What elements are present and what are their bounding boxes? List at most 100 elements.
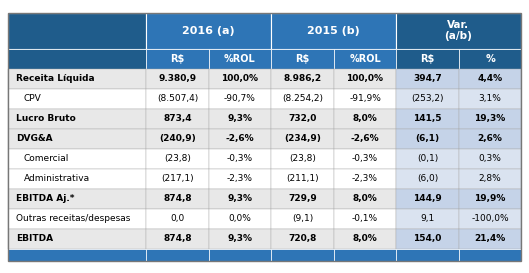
Text: (217,1): (217,1): [161, 174, 194, 183]
Text: 720,8: 720,8: [288, 234, 317, 243]
Text: R$: R$: [170, 54, 185, 64]
Bar: [334, 209, 396, 229]
Text: 0,0%: 0,0%: [229, 214, 251, 223]
Text: -2,3%: -2,3%: [227, 174, 253, 183]
Text: 9,3%: 9,3%: [227, 194, 252, 203]
Bar: [209, 168, 271, 188]
Text: 873,4: 873,4: [163, 114, 192, 123]
Text: DVG&A: DVG&A: [16, 134, 52, 143]
Text: 3,1%: 3,1%: [479, 94, 501, 103]
Text: 100,0%: 100,0%: [346, 74, 384, 83]
Bar: [146, 108, 209, 129]
Bar: [396, 13, 521, 49]
Bar: [334, 188, 396, 209]
Bar: [396, 69, 459, 88]
Text: CPV: CPV: [24, 94, 42, 103]
Bar: [8, 49, 146, 69]
Bar: [209, 229, 271, 248]
Bar: [334, 88, 396, 108]
Bar: [146, 69, 209, 88]
Text: 19,3%: 19,3%: [475, 114, 506, 123]
Bar: [459, 69, 521, 88]
Text: 2016 (a): 2016 (a): [182, 25, 235, 35]
Bar: [396, 168, 459, 188]
Text: (234,9): (234,9): [284, 134, 321, 143]
Text: 8,0%: 8,0%: [353, 234, 377, 243]
Bar: [271, 129, 334, 149]
Text: 8,0%: 8,0%: [353, 114, 377, 123]
Text: 732,0: 732,0: [288, 114, 317, 123]
Text: 9.380,9: 9.380,9: [159, 74, 197, 83]
Bar: [8, 209, 146, 229]
Text: Lucro Bruto: Lucro Bruto: [16, 114, 76, 123]
Text: (6,0): (6,0): [417, 174, 438, 183]
Bar: [146, 209, 209, 229]
Text: (0,1): (0,1): [417, 154, 438, 163]
Bar: [396, 149, 459, 168]
Text: -91,9%: -91,9%: [349, 94, 381, 103]
Text: -2,3%: -2,3%: [352, 174, 378, 183]
Text: -90,7%: -90,7%: [224, 94, 256, 103]
Bar: [396, 88, 459, 108]
Bar: [146, 248, 209, 260]
Bar: [209, 209, 271, 229]
Text: 2015 (b): 2015 (b): [307, 25, 360, 35]
Bar: [334, 149, 396, 168]
Bar: [271, 69, 334, 88]
Text: 2,8%: 2,8%: [479, 174, 501, 183]
Bar: [271, 49, 334, 69]
Text: (8.254,2): (8.254,2): [282, 94, 323, 103]
Bar: [209, 248, 271, 260]
Text: 144,9: 144,9: [413, 194, 442, 203]
Text: 8.986,2: 8.986,2: [284, 74, 322, 83]
Bar: [459, 188, 521, 209]
Bar: [209, 88, 271, 108]
Bar: [146, 168, 209, 188]
Bar: [459, 129, 521, 149]
Bar: [209, 149, 271, 168]
Text: -2,6%: -2,6%: [351, 134, 379, 143]
Bar: [146, 49, 209, 69]
Text: (253,2): (253,2): [411, 94, 444, 103]
Bar: [334, 108, 396, 129]
Text: Var.
(a/b): Var. (a/b): [444, 20, 472, 41]
Text: 729,9: 729,9: [288, 194, 317, 203]
Bar: [396, 248, 459, 260]
Bar: [8, 149, 146, 168]
Bar: [271, 108, 334, 129]
Text: Outras receitas/despesas: Outras receitas/despesas: [16, 214, 130, 223]
Bar: [459, 149, 521, 168]
Text: 21,4%: 21,4%: [475, 234, 506, 243]
Bar: [209, 69, 271, 88]
Text: -100,0%: -100,0%: [471, 214, 509, 223]
Text: 9,3%: 9,3%: [227, 114, 252, 123]
Bar: [459, 49, 521, 69]
Bar: [396, 108, 459, 129]
Text: %ROL: %ROL: [224, 54, 256, 64]
Bar: [334, 248, 396, 260]
Bar: [271, 149, 334, 168]
Bar: [8, 188, 146, 209]
Bar: [146, 129, 209, 149]
Text: (211,1): (211,1): [286, 174, 319, 183]
Bar: [459, 108, 521, 129]
Text: -0,3%: -0,3%: [352, 154, 378, 163]
Bar: [209, 108, 271, 129]
Bar: [334, 49, 396, 69]
Text: (9,1): (9,1): [292, 214, 313, 223]
Bar: [8, 69, 146, 88]
Bar: [459, 168, 521, 188]
Text: %: %: [485, 54, 495, 64]
Bar: [396, 188, 459, 209]
Bar: [459, 229, 521, 248]
Text: 874,8: 874,8: [163, 234, 192, 243]
Text: R$: R$: [295, 54, 309, 64]
Bar: [8, 168, 146, 188]
Text: (8.507,4): (8.507,4): [157, 94, 198, 103]
Text: 100,0%: 100,0%: [222, 74, 259, 83]
Bar: [8, 88, 146, 108]
Bar: [271, 209, 334, 229]
Bar: [396, 229, 459, 248]
Bar: [396, 129, 459, 149]
Bar: [146, 88, 209, 108]
